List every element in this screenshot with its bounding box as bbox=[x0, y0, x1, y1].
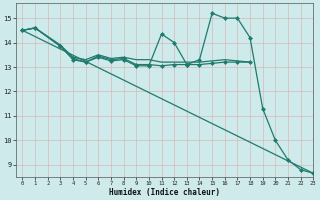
X-axis label: Humidex (Indice chaleur): Humidex (Indice chaleur) bbox=[109, 188, 220, 197]
